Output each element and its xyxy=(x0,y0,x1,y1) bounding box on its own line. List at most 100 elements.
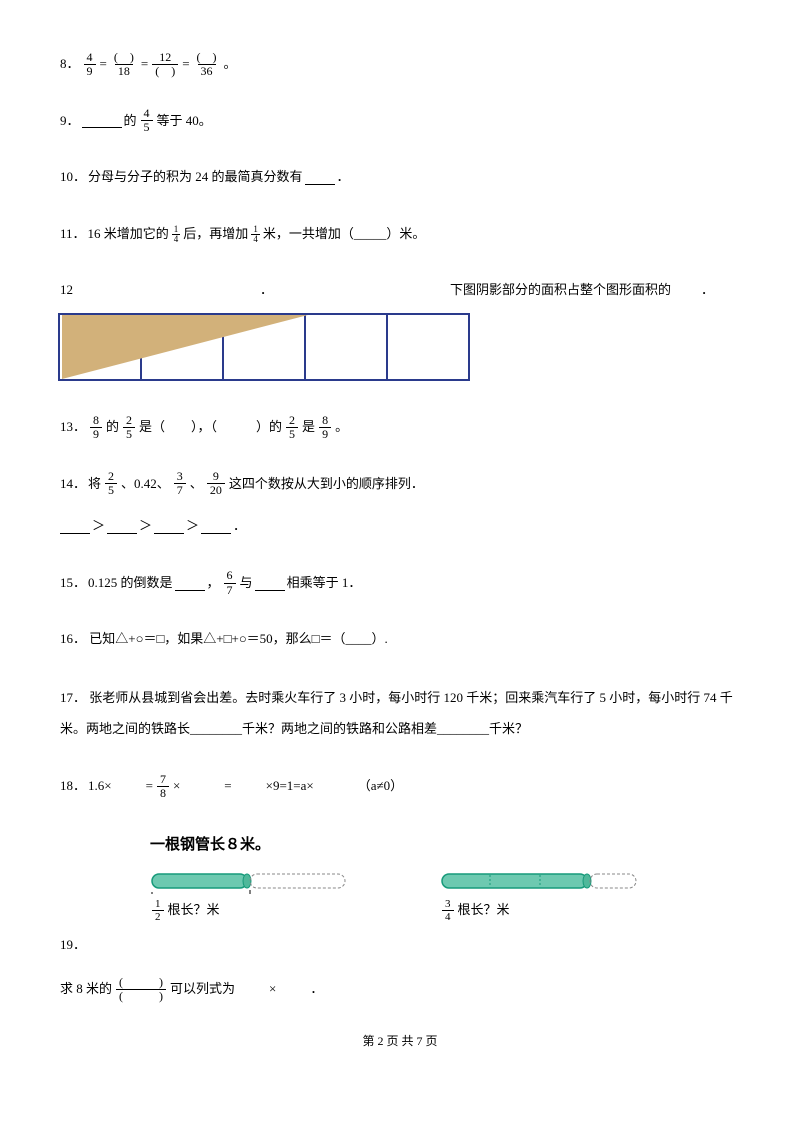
text: 求 8 米的 xyxy=(60,975,112,1004)
fraction-8-9: 8 9 xyxy=(90,414,102,441)
blank-input[interactable] xyxy=(175,576,205,591)
pipe-title: 一根钢管长８米。 xyxy=(150,829,740,862)
eq: = xyxy=(146,772,153,801)
grid-cell xyxy=(386,313,470,381)
shaded-rectangle-diagram xyxy=(60,313,490,385)
blank-input[interactable] xyxy=(82,113,122,128)
fraction-12-blank: 12 ( ) xyxy=(152,51,178,78)
fraction-3-7: 3 7 xyxy=(174,470,186,497)
period: ． xyxy=(310,975,323,1004)
text: 相乘等于 1． xyxy=(287,569,362,598)
text: 、 xyxy=(190,470,203,499)
pipe-svg-half xyxy=(150,868,350,894)
eq: = xyxy=(182,50,189,79)
blank-input[interactable] xyxy=(201,519,231,534)
blank-input[interactable] xyxy=(305,170,335,185)
pipe-label-3-4: 3 4 根长？米 xyxy=(440,896,640,925)
text: 16 米增加它的 xyxy=(88,220,169,249)
q15-number: 15． xyxy=(60,569,86,598)
blank-input[interactable] xyxy=(60,519,90,534)
fraction-2-5: 2 5 xyxy=(286,414,298,441)
text: 米，一共增加（_____）米。 xyxy=(263,220,426,249)
blank-input[interactable] xyxy=(107,519,137,534)
q19-number: 19． xyxy=(60,931,86,960)
text: × xyxy=(173,772,180,801)
period: ． xyxy=(337,163,350,192)
fraction-blank-36: ( ) 36 xyxy=(194,51,220,78)
question-15: 15． 0.125 的倒数是 ， 6 7 与 相乘等于 1． xyxy=(60,569,740,598)
q9-number: 9． xyxy=(60,107,80,136)
fraction-2-5: 2 5 xyxy=(105,470,117,497)
text: 下图阴影部分的面积占整个图形面积的 xyxy=(450,276,671,305)
period: ． xyxy=(233,512,246,541)
eq: = xyxy=(100,50,107,79)
q14-number: 14． xyxy=(60,470,86,499)
q8-number: 8． xyxy=(60,50,80,79)
fraction-8-9: 8 9 xyxy=(319,414,331,441)
text: 等于 40。 xyxy=(157,107,212,136)
dot: ． xyxy=(260,276,450,305)
q18-number: 18． xyxy=(60,772,86,801)
text: 是 xyxy=(302,413,315,442)
fraction-2-5: 2 5 xyxy=(123,414,135,441)
question-18: 18． 1.6× = 7 8 × = ×9=1=a× （a≠0） xyxy=(60,772,740,801)
gt-symbol: ＞ xyxy=(92,512,105,541)
question-9: 9． 的 4 5 等于 40。 xyxy=(60,107,740,136)
text: （a≠0） xyxy=(358,772,403,801)
q10-number: 10． xyxy=(60,163,86,192)
text: 分母与分子的积为 24 的最简真分数有 xyxy=(88,163,303,192)
question-19: 一根钢管长８米。 1 2 根长？米 xyxy=(60,829,740,1004)
text: ， xyxy=(207,569,220,598)
pipe-diagram-row: 1 2 根长？米 3 4 xyxy=(150,868,740,925)
fraction-3-4: 3 4 xyxy=(442,898,454,923)
text: 的 xyxy=(106,413,119,442)
text: 根长？米 xyxy=(458,896,510,925)
fraction-1-4: 1 4 xyxy=(172,225,181,244)
q12-number: 12 xyxy=(60,276,260,305)
text: 1.6× xyxy=(88,772,112,801)
fraction-9-20: 9 20 xyxy=(207,470,225,497)
pipe-svg-3-4 xyxy=(440,868,640,894)
text: 将 xyxy=(88,470,101,499)
pipe-three-quarter: 3 4 根长？米 xyxy=(440,868,640,925)
pipe-half: 1 2 根长？米 xyxy=(150,868,350,925)
q13-number: 13． xyxy=(60,413,86,442)
question-11: 11． 16 米增加它的 1 4 后，再增加 1 4 米，一共增加（_____）… xyxy=(60,220,740,249)
eq: = xyxy=(141,50,148,79)
text: 是（ ），（ ）的 xyxy=(139,413,282,442)
grid-cell xyxy=(304,313,388,381)
text: 。 xyxy=(335,413,348,442)
gt-symbol: ＞ xyxy=(186,512,199,541)
shaded-triangle xyxy=(62,315,308,379)
gt-symbol: ＞ xyxy=(139,512,152,541)
text: 这四个数按从大到小的顺序排列． xyxy=(229,470,424,499)
fraction-6-7: 6 7 xyxy=(224,569,236,596)
text: 后，再增加 xyxy=(183,220,248,249)
text: 根长？米 xyxy=(168,896,220,925)
question-13: 13． 8 9 的 2 5 是（ ），（ ）的 2 5 是 8 9 。 xyxy=(60,413,740,442)
question-10: 10． 分母与分子的积为 24 的最简真分数有 ． xyxy=(60,163,740,192)
fraction-1-2: 1 2 xyxy=(152,898,164,923)
fraction-7-8: 7 8 xyxy=(157,773,169,800)
text: 已知△+○＝□，如果△+□+○＝50，那么□＝（____）. xyxy=(89,631,388,646)
text: × xyxy=(269,975,276,1004)
q17-number: 17． xyxy=(60,690,86,705)
page-footer: 第 2 页 共 7 页 xyxy=(60,1032,740,1049)
question-12: 12 ． 下图阴影部分的面积占整个图形面积的 ． xyxy=(60,276,740,385)
period: ． xyxy=(701,276,714,305)
question-8: 8． 4 9 = ( ) 18 = 12 ( ) = ( ) 36 。 xyxy=(60,50,740,79)
text: 可以列式为 xyxy=(170,975,235,1004)
text: 张老师从县城到省会出差。去时乘火车行了 3 小时，每小时行 120 千米；回来乘… xyxy=(60,690,733,736)
eq: = xyxy=(224,772,231,801)
question-17: 17． 张老师从县城到省会出差。去时乘火车行了 3 小时，每小时行 120 千米… xyxy=(60,682,740,744)
fraction-4-5: 4 5 xyxy=(141,107,153,134)
blank-input[interactable] xyxy=(255,576,285,591)
fraction-4-9: 4 9 xyxy=(84,51,96,78)
text: 0.125 的倒数是 xyxy=(88,569,173,598)
question-16: 16． 已知△+○＝□，如果△+□+○＝50，那么□＝（____）. xyxy=(60,625,740,654)
question-14: 14． 将 2 5 、0.42、 3 7 、 9 20 这四个数按从大到小的顺序… xyxy=(60,470,740,541)
q11-number: 11． xyxy=(60,220,86,249)
text: 、0.42、 xyxy=(121,470,170,499)
fraction-blank-blank: ( ) ( ) xyxy=(116,976,166,1003)
blank-input[interactable] xyxy=(154,519,184,534)
